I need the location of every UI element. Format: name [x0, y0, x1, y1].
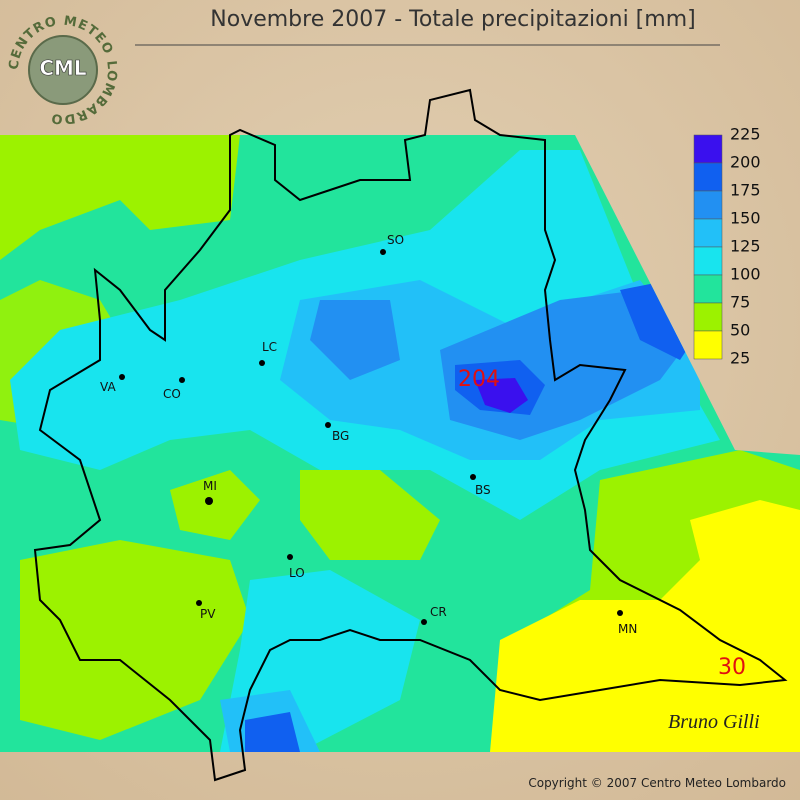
city-label: CO: [163, 387, 181, 401]
legend-label: 200: [730, 153, 761, 172]
city-label: BG: [332, 429, 349, 443]
legend-swatch: [693, 302, 723, 332]
legend-label: 150: [730, 209, 761, 228]
city-dot: [325, 422, 331, 428]
cities: SO LC VA CO BG BS MI LO PV CR MN: [100, 233, 637, 636]
city-dot: [259, 360, 265, 366]
city-label: SO: [387, 233, 404, 247]
city-dot: [617, 610, 623, 616]
city-label: LO: [289, 566, 305, 580]
max-annotation: 204: [458, 367, 500, 392]
city-label: LC: [262, 340, 277, 354]
legend: 225 200 175 150 125 100 75 50 25: [693, 125, 761, 368]
legend-label: 225: [730, 125, 761, 144]
legend-label: 175: [730, 181, 761, 200]
city-label: MN: [618, 622, 637, 636]
legend-label: 125: [730, 237, 761, 256]
legend-label: 25: [730, 349, 750, 368]
city-label: CR: [430, 605, 447, 619]
legend-swatch: [693, 134, 723, 164]
city-label: BS: [475, 483, 491, 497]
legend-swatch: [693, 190, 723, 220]
city-dot: [119, 374, 125, 380]
copyright: Copyright © 2007 Centro Meteo Lombardo: [528, 776, 786, 790]
city-dot: [196, 600, 202, 606]
city-dot: [380, 249, 386, 255]
city-dot: [470, 474, 476, 480]
legend-swatch: [693, 274, 723, 304]
legend-label: 100: [730, 265, 761, 284]
logo-initials: CML: [39, 56, 87, 80]
legend-swatch: [693, 218, 723, 248]
min-annotation: 30: [718, 655, 746, 680]
legend-swatch: [693, 246, 723, 276]
signature: Bruno Gilli: [668, 711, 760, 733]
title: Novembre 2007 - Totale precipitazioni [m…: [210, 7, 695, 32]
city-dot: [205, 497, 213, 505]
city-dot: [421, 619, 427, 625]
legend-swatch: [693, 330, 723, 360]
city-label: PV: [200, 607, 216, 621]
legend-swatch: [693, 162, 723, 192]
city-label: VA: [100, 380, 116, 394]
region-border: [33, 88, 788, 782]
city-dot: [287, 554, 293, 560]
city-label: MI: [203, 479, 217, 493]
city-dot: [179, 377, 185, 383]
legend-label: 50: [730, 321, 750, 340]
legend-label: 75: [730, 293, 750, 312]
